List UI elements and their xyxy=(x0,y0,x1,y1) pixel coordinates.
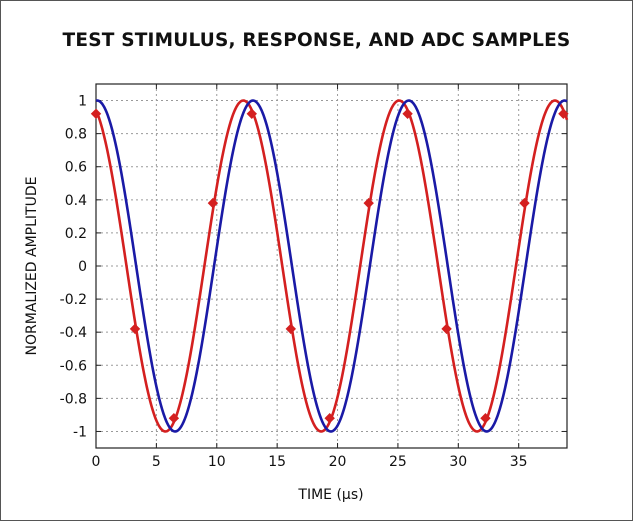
series-line xyxy=(95,99,568,433)
sample-point xyxy=(519,197,530,209)
y-tick-label: -0.4 xyxy=(60,325,87,341)
x-tick-label: 0 xyxy=(92,454,101,470)
sample-point xyxy=(168,413,180,424)
sample-point xyxy=(480,413,491,424)
y-tick-label: 0.8 xyxy=(65,127,87,143)
sample-point xyxy=(207,197,219,209)
x-tick-label: 25 xyxy=(389,454,407,470)
y-tick-label: -0.8 xyxy=(60,391,87,407)
y-tick-label: -1 xyxy=(73,424,87,440)
chart-title: TEST STIMULUS, RESPONSE, AND ADC SAMPLES xyxy=(62,30,571,51)
sample-point xyxy=(441,323,452,335)
y-tick-label: -0.6 xyxy=(60,358,87,374)
sample-point xyxy=(129,323,141,335)
sample-point xyxy=(285,323,297,335)
x-tick-label: 10 xyxy=(208,454,226,470)
x-tick-label: 15 xyxy=(268,454,286,470)
x-tick-label: 35 xyxy=(510,454,528,470)
sample-point xyxy=(90,108,102,119)
x-tick-label: 30 xyxy=(449,454,467,470)
y-tick-label: 0 xyxy=(78,259,87,275)
y-tick-label: 0.6 xyxy=(65,160,87,176)
x-tick-label: 20 xyxy=(329,454,347,470)
sample-point xyxy=(402,108,413,119)
sample-point xyxy=(363,197,374,209)
sample-point xyxy=(246,108,257,119)
y-axis-label: NORMALIZED AMPLITUDE xyxy=(24,176,40,356)
x-axis-label: TIME (µs) xyxy=(298,487,364,503)
x-tick-label: 5 xyxy=(152,454,161,470)
sample-point xyxy=(558,108,569,119)
sample-point xyxy=(324,413,335,424)
y-tick-label: 0.2 xyxy=(65,226,87,242)
y-tick-label: 0.4 xyxy=(65,193,87,209)
y-tick-label: 1 xyxy=(78,94,87,110)
y-tick-label: -0.2 xyxy=(60,292,87,308)
